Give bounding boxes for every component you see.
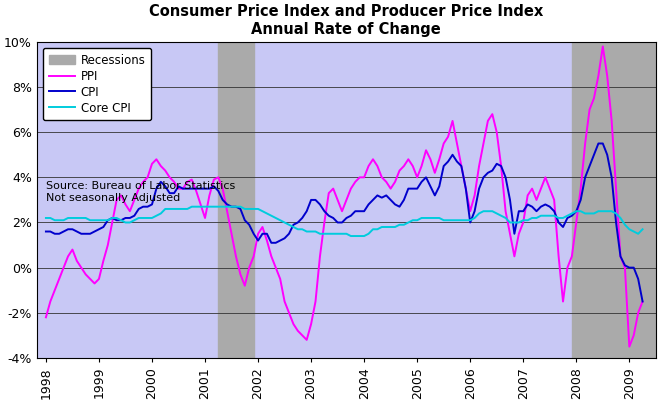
CPI bbox=[42, 229, 50, 234]
PPI bbox=[533, 197, 541, 202]
PPI bbox=[42, 315, 50, 320]
Bar bbox=[572, 42, 656, 358]
Core CPI bbox=[541, 213, 549, 218]
PPI bbox=[599, 44, 607, 49]
Core CPI bbox=[533, 216, 541, 220]
PPI bbox=[639, 299, 647, 304]
Core CPI bbox=[347, 234, 355, 239]
CPI bbox=[113, 218, 121, 222]
CPI bbox=[608, 175, 616, 180]
Text: Source: Bureau of Labor Statistics
Not seasonally Adjusted: Source: Bureau of Labor Statistics Not s… bbox=[46, 181, 236, 203]
PPI bbox=[272, 265, 280, 270]
Title: Consumer Price Index and Producer Price Index
Annual Rate of Change: Consumer Price Index and Producer Price … bbox=[149, 4, 543, 37]
PPI bbox=[528, 186, 536, 191]
CPI bbox=[533, 209, 541, 214]
CPI bbox=[272, 240, 280, 245]
CPI bbox=[528, 204, 536, 209]
Core CPI bbox=[612, 211, 620, 216]
Core CPI bbox=[639, 227, 647, 232]
PPI bbox=[113, 197, 121, 202]
Core CPI bbox=[277, 218, 284, 222]
PPI bbox=[626, 344, 634, 349]
Line: Core CPI: Core CPI bbox=[46, 207, 643, 236]
Core CPI bbox=[537, 213, 545, 218]
CPI bbox=[523, 202, 531, 207]
Line: CPI: CPI bbox=[46, 143, 643, 301]
Legend: Recessions, PPI, CPI, Core CPI: Recessions, PPI, CPI, Core CPI bbox=[43, 48, 151, 120]
Core CPI bbox=[113, 216, 121, 220]
PPI bbox=[608, 118, 616, 123]
Line: PPI: PPI bbox=[46, 46, 643, 347]
CPI bbox=[639, 299, 647, 304]
Core CPI bbox=[188, 204, 196, 209]
Core CPI bbox=[42, 216, 50, 220]
PPI bbox=[523, 193, 531, 198]
CPI bbox=[595, 141, 603, 146]
Bar bbox=[218, 42, 254, 358]
